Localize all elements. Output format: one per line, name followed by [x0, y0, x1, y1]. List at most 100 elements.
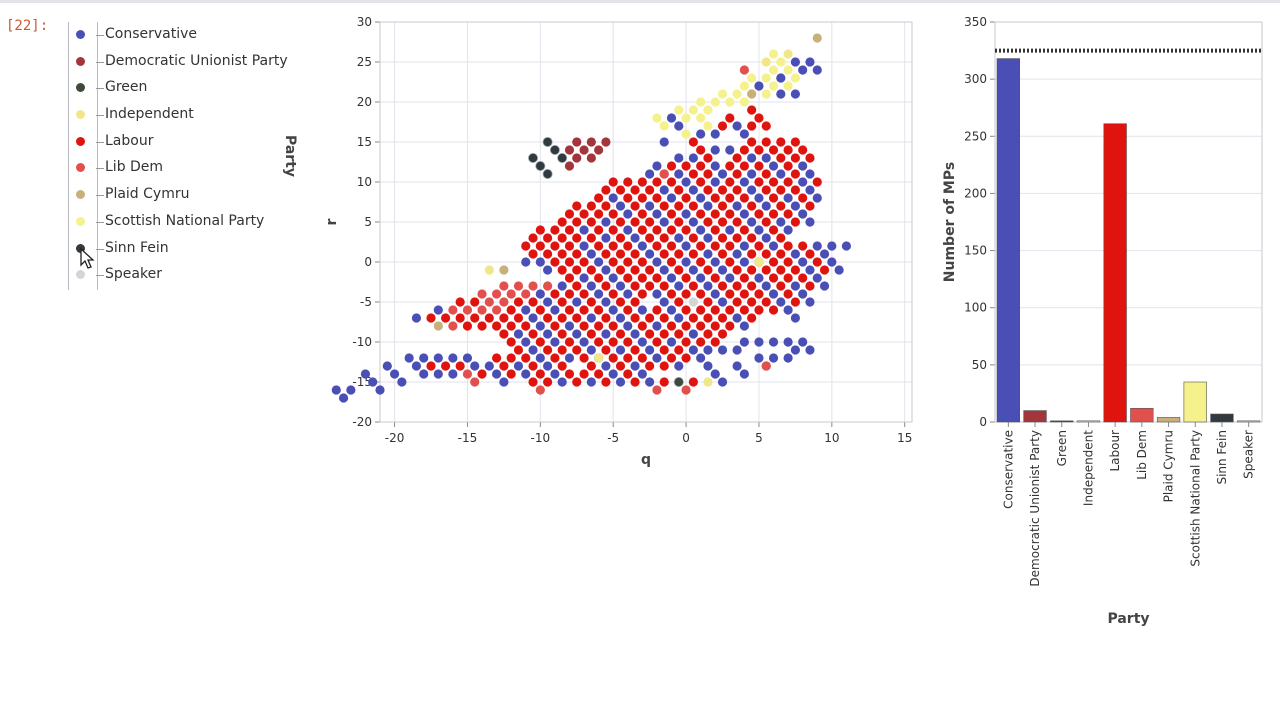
seat-point: [397, 377, 407, 387]
seat-point: [608, 337, 618, 347]
legend-item[interactable]: Green: [70, 75, 330, 102]
seat-point: [696, 129, 706, 139]
seat-point: [747, 73, 757, 83]
seat-point: [637, 257, 647, 267]
seat-point: [615, 297, 626, 307]
seat-point: [666, 321, 677, 331]
legend-item[interactable]: Lib Dem: [70, 155, 330, 182]
seat-point: [630, 201, 640, 211]
seat-point: [528, 281, 538, 291]
legend-marker: [76, 190, 85, 200]
seat-point: [579, 353, 589, 363]
seat-point: [448, 321, 458, 331]
legend-item[interactable]: Independent: [70, 102, 330, 129]
seat-point: [470, 297, 480, 307]
seat-point: [543, 233, 553, 243]
seat-point: [462, 305, 473, 315]
seat-point: [557, 345, 567, 355]
seat-point: [411, 361, 422, 371]
seat-point: [761, 265, 771, 275]
seat-point: [666, 353, 677, 363]
seat-point: [659, 297, 669, 307]
seat-point: [717, 89, 728, 99]
seat-point: [521, 353, 531, 363]
seat-point: [666, 289, 677, 299]
seat-point: [528, 313, 538, 323]
seat-point: [790, 249, 800, 259]
seat-point: [717, 121, 728, 131]
seat-point: [659, 281, 669, 291]
seat-point: [506, 353, 516, 363]
seat-point: [615, 281, 626, 291]
seat-point: [426, 361, 436, 371]
seat-point: [652, 353, 662, 363]
seat-point: [572, 329, 582, 339]
seat-point: [666, 305, 677, 315]
seat-point: [645, 249, 655, 259]
seat-point: [645, 313, 655, 323]
y-tick-label: 5: [364, 215, 372, 229]
seat-point: [645, 169, 655, 179]
seat-point: [543, 329, 553, 339]
x-tick-label: 15: [897, 431, 912, 445]
seat-point: [732, 249, 742, 259]
seat-point: [798, 177, 808, 187]
seat-point: [674, 345, 684, 355]
seat-point: [666, 337, 677, 347]
seat-point: [783, 225, 793, 235]
seat-point: [615, 377, 626, 387]
legend-item[interactable]: Plaid Cymru: [70, 182, 330, 209]
seat-point: [543, 265, 553, 275]
legend-item[interactable]: Labour: [70, 129, 330, 156]
seat-point: [557, 217, 567, 227]
seat-point: [790, 265, 800, 275]
seat-point: [433, 305, 443, 315]
seat-point: [564, 305, 575, 315]
legend-tick: [96, 115, 104, 117]
legend-item[interactable]: Democratic Unionist Party: [70, 49, 330, 76]
seat-point: [696, 97, 706, 107]
seat-point: [645, 265, 655, 275]
seat-point: [586, 281, 596, 291]
seat-point: [652, 241, 662, 251]
seat-point: [739, 273, 749, 283]
x-tick-label: Green: [1055, 430, 1069, 466]
legend-item[interactable]: Scottish National Party: [70, 209, 330, 236]
seat-point: [790, 297, 800, 307]
seat-point: [703, 377, 713, 387]
seat-point: [768, 305, 779, 315]
seat-point: [543, 313, 553, 323]
seat-point: [608, 193, 618, 203]
seat-point: [637, 209, 647, 219]
legend-item[interactable]: Conservative: [70, 22, 330, 49]
seat-point: [623, 225, 633, 235]
seat-point: [623, 209, 633, 219]
seat-point: [696, 161, 706, 171]
seat-point: [492, 289, 502, 299]
seat-point: [499, 361, 509, 371]
legend-label: Lib Dem: [105, 159, 164, 176]
seat-point: [506, 321, 516, 331]
legend-item[interactable]: Speaker: [70, 262, 330, 289]
seat-point: [761, 201, 771, 211]
seat-point: [696, 241, 706, 251]
seat-point: [506, 289, 516, 299]
seat-point: [652, 385, 662, 395]
seat-point: [579, 145, 589, 155]
seat-point: [747, 233, 757, 243]
x-tick-label: -20: [385, 431, 405, 445]
y-tick-label: 50: [972, 358, 987, 372]
seat-point: [594, 241, 604, 251]
seat-point: [521, 337, 531, 347]
seat-point: [754, 289, 764, 299]
seat-point: [572, 281, 582, 291]
seat-point: [703, 105, 713, 115]
seat-point: [768, 353, 779, 363]
seat-point: [776, 153, 786, 163]
seat-point: [805, 57, 815, 67]
seat-point: [710, 305, 720, 315]
seat-point: [768, 257, 779, 267]
y-axis-title: r: [324, 218, 340, 225]
seat-point: [550, 241, 560, 251]
seat-point: [572, 153, 582, 163]
